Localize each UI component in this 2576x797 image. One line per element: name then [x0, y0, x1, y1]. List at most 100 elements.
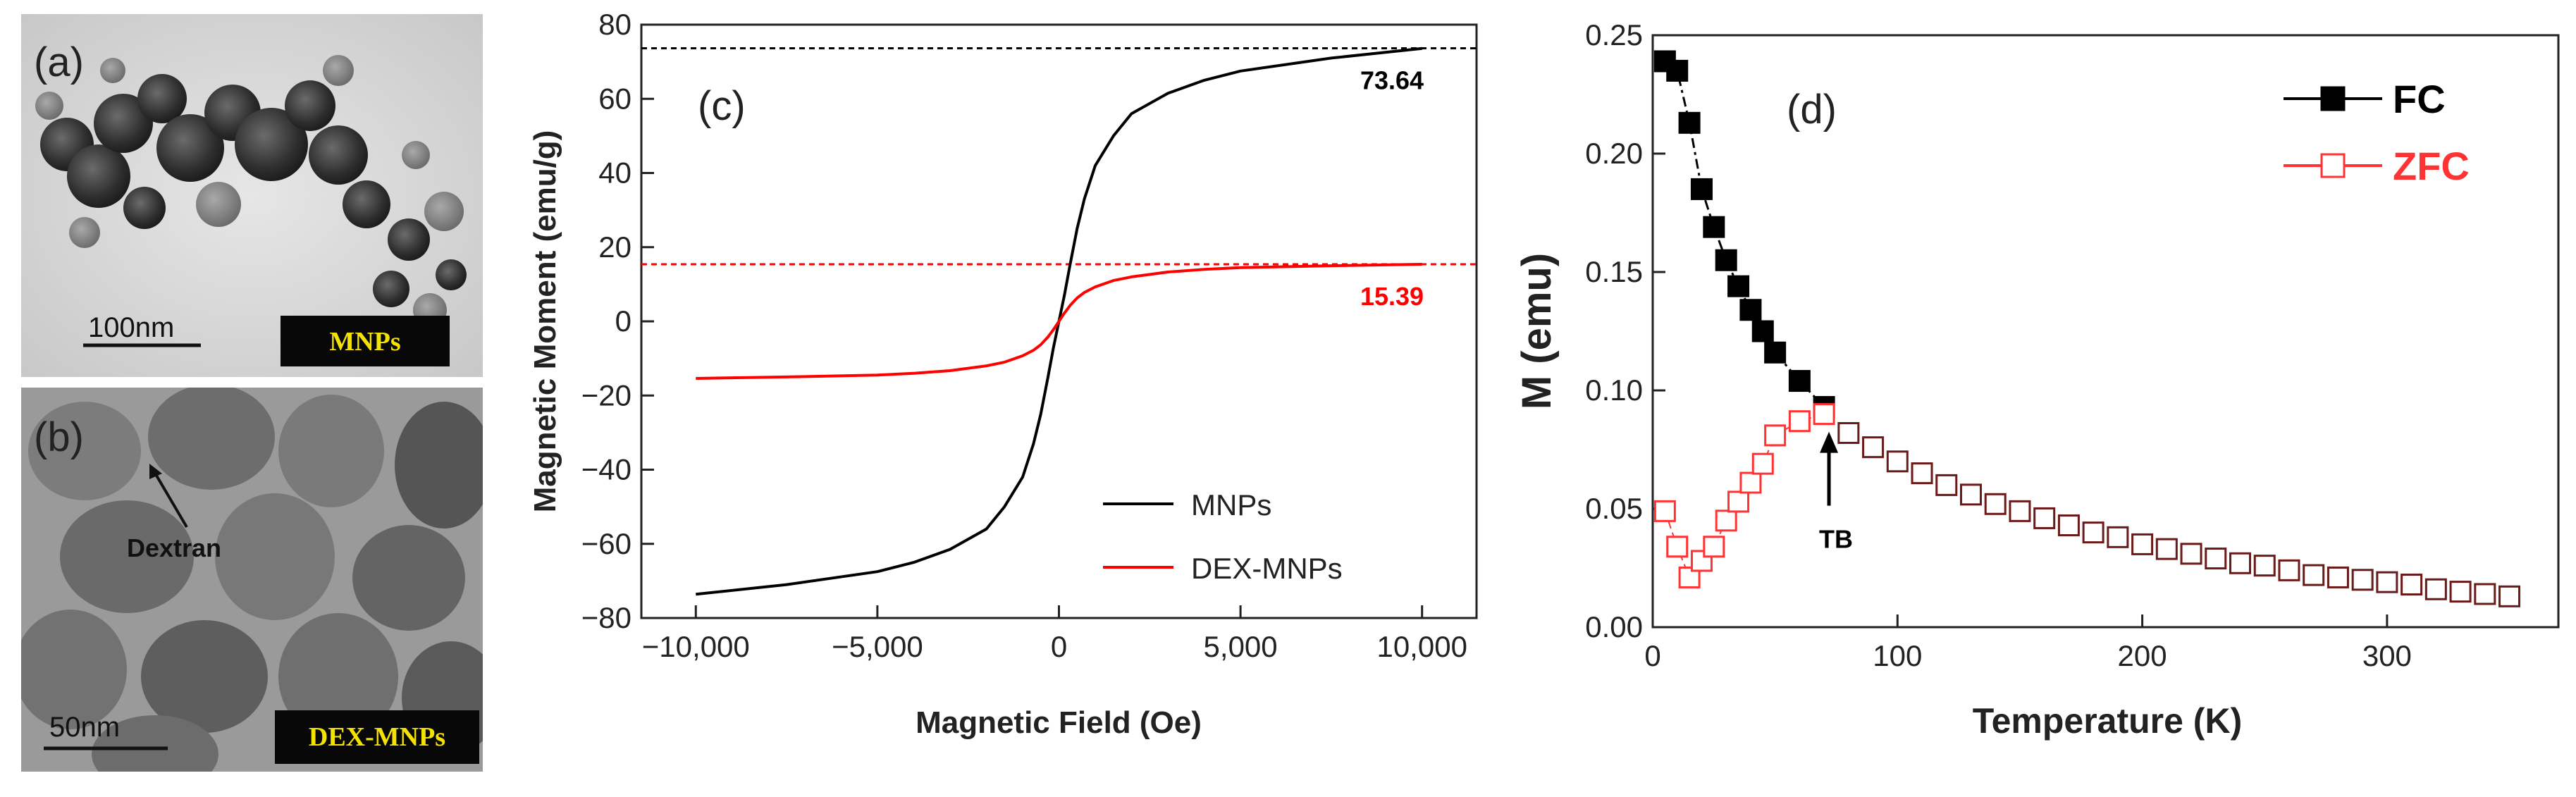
point-fc: [1764, 341, 1787, 364]
point-fc-zfc-merged: [2205, 548, 2227, 570]
c-ytick-label: 0: [615, 304, 631, 338]
point-fc-zfc-merged: [2229, 552, 2252, 574]
chart-c-ylabel: Magnetic Moment (emu/g): [528, 130, 562, 513]
chart-d-xlabel: Temperature (K): [1973, 701, 2242, 741]
chart-c-magnetization: −10,000 −5,000 0 5,000 10,000 −80 −60 −40 −20 0 20…: [528, 8, 1478, 740]
tb-label: TB: [1819, 525, 1853, 554]
point-fc-zfc-merged: [2351, 569, 2374, 591]
tb-annotation: TB: [1819, 431, 1853, 554]
panel-a-label: (a): [34, 39, 84, 85]
chart-c-reference-lines: [641, 47, 1477, 266]
point-fc: [1739, 299, 1762, 321]
point-fc-zfc-merged: [2449, 581, 2472, 603]
dextran-label: Dextran: [127, 533, 221, 562]
d-ytick-label: 0.05: [1585, 492, 1643, 525]
point-fc-zfc-merged: [2424, 578, 2447, 600]
point-fc-zfc-merged: [2253, 555, 2276, 577]
d-ytick-label: 0.25: [1585, 18, 1643, 51]
tag-mnps: MNPs: [329, 327, 400, 357]
chart-d-series: [1653, 50, 2521, 607]
point-fc-zfc-merged: [2057, 514, 2080, 537]
dextran-arrow: [152, 469, 188, 529]
point-zfc: [1751, 452, 1774, 475]
point-zfc: [1666, 536, 1689, 558]
point-fc-zfc-merged: [2033, 507, 2056, 529]
point-fc-zfc-merged: [2131, 533, 2154, 555]
c-ytick-label: 20: [598, 230, 631, 264]
point-fc-zfc-merged: [1886, 450, 1909, 473]
point-fc-zfc-merged: [2009, 500, 2031, 522]
tag-box-b: [275, 710, 479, 764]
point-fc-zfc-merged: [2498, 585, 2521, 607]
c-ytick-label: 60: [598, 82, 631, 115]
point-fc-zfc-merged: [2155, 538, 2178, 560]
tb-arrow-head: [1820, 431, 1839, 453]
point-fc-zfc-merged: [2376, 571, 2398, 593]
point-fc-zfc-merged: [2327, 566, 2349, 588]
c-ytick-label: 40: [598, 156, 631, 190]
point-fc: [1788, 370, 1811, 393]
c-ytick-label: −20: [581, 378, 631, 412]
c-xtick-label: 0: [1051, 630, 1067, 663]
legend-marker-fc: [2320, 86, 2346, 111]
d-ytick-label: 0.20: [1585, 137, 1643, 170]
d-ytick-label: 0.15: [1585, 255, 1643, 288]
coated-particles: [21, 388, 483, 772]
dextran-arrow-head: [149, 464, 162, 479]
c-xtick-label: 5,000: [1204, 630, 1278, 663]
c-xtick-label: 10,000: [1376, 630, 1467, 663]
saturation-value-0: 73.64: [1360, 66, 1424, 94]
point-fc: [1751, 320, 1774, 342]
point-zfc: [1727, 490, 1750, 513]
c-ytick-label: −40: [581, 453, 631, 486]
point-fc-zfc-merged: [2401, 574, 2423, 596]
panel-b-tem-image: (b) Dextran 50nm DEX-MNPs: [21, 388, 483, 772]
scale-bar-b-text: 50nm: [49, 712, 120, 743]
point-zfc: [1653, 500, 1676, 522]
point-fc-zfc-merged: [2180, 543, 2202, 565]
point-fc-zfc-merged: [2082, 521, 2104, 544]
chart-d-frame: [1651, 34, 2560, 629]
chart-d-fc-zfc: 0 100 200 300 0.00 0.05 0.10 0.15 0.20 0.25 (d) T…: [1514, 18, 2560, 741]
point-fc-zfc-merged: [1935, 474, 1958, 496]
series-line-dex-mnps: [696, 263, 1422, 380]
scale-bar-a-text: 100nm: [88, 312, 174, 343]
chart-c-ticks: −10,000 −5,000 0 5,000 10,000 −80 −60 −40 −20 0 20…: [581, 8, 1467, 663]
legend-label-mnps: MNPs: [1191, 488, 1271, 521]
legend-label-fc: FC: [2393, 77, 2446, 121]
legend-label-zfc: ZFC: [2393, 144, 2470, 188]
chart-c-legend: MNPs DEX-MNPs: [1103, 488, 1343, 585]
c-ytick-label: 80: [598, 8, 631, 41]
c-ytick-label: −80: [581, 601, 631, 634]
point-fc: [1703, 216, 1725, 238]
point-zfc: [1788, 410, 1811, 433]
point-fc-zfc-merged: [2474, 583, 2496, 605]
point-zfc: [1764, 424, 1787, 447]
chart-c-series: [696, 47, 1422, 596]
point-zfc: [1813, 403, 1835, 426]
point-fc-zfc-merged: [1911, 462, 1933, 485]
saturation-value-1: 15.39: [1360, 282, 1424, 311]
nanoparticle-cluster: [35, 55, 467, 327]
tag-box-a: [281, 316, 450, 366]
point-fc: [1666, 59, 1689, 82]
point-zfc: [1739, 471, 1762, 494]
d-xtick-label: 100: [1873, 639, 1922, 672]
point-zfc: [1715, 509, 1737, 532]
legend-label-dex-mnps: DEX-MNPs: [1191, 552, 1343, 585]
chart-d-legend: FC ZFC: [2284, 77, 2470, 188]
point-fc: [1715, 249, 1737, 271]
d-ytick-label: 0.10: [1585, 373, 1643, 407]
panel-b-label: (b): [34, 414, 84, 460]
d-xtick-label: 0: [1644, 639, 1660, 672]
point-fc-zfc-merged: [2278, 559, 2300, 581]
point-fc-zfc-merged: [1837, 421, 1860, 444]
panel-d-label: (d): [1787, 87, 1837, 132]
tag-dex-mnps: DEX-MNPs: [309, 722, 445, 752]
d-xtick-label: 300: [2362, 639, 2412, 672]
panel-a-tem-image: (a) 100nm MNPs: [21, 14, 483, 377]
c-xtick-label: −10,000: [642, 630, 750, 663]
c-xtick-label: −5,000: [832, 630, 923, 663]
point-fc-zfc-merged: [1984, 493, 2007, 515]
